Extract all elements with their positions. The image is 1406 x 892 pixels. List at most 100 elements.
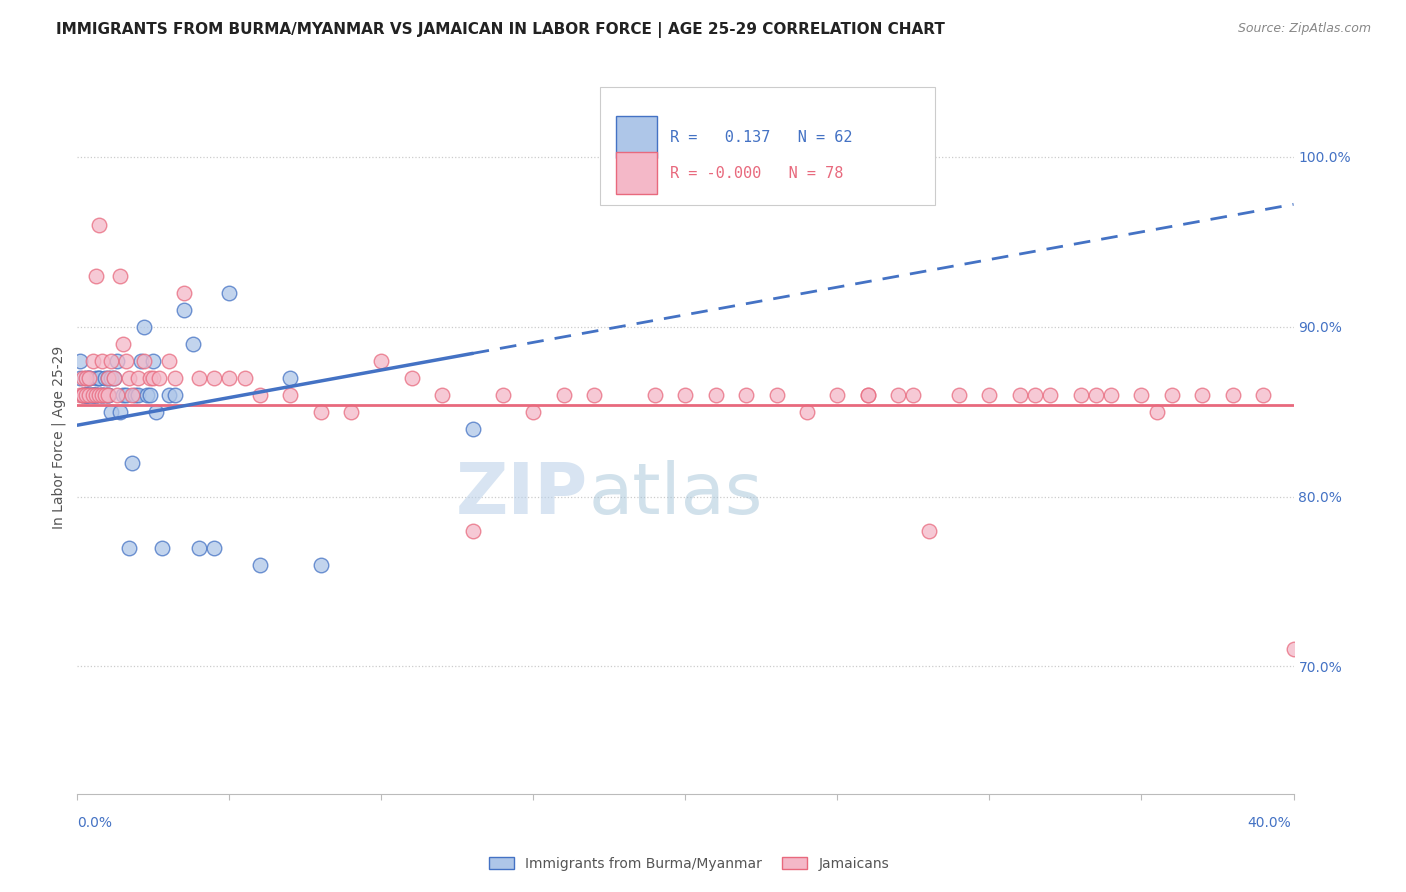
- Text: IMMIGRANTS FROM BURMA/MYANMAR VS JAMAICAN IN LABOR FORCE | AGE 25-29 CORRELATION: IMMIGRANTS FROM BURMA/MYANMAR VS JAMAICA…: [56, 22, 945, 38]
- Point: [79, 387, 101, 401]
- Point: [583, 387, 606, 401]
- Point: [202, 370, 225, 384]
- Point: [69, 387, 91, 401]
- Point: [918, 524, 941, 538]
- Point: [278, 370, 301, 384]
- Point: [856, 387, 879, 401]
- Point: [1099, 387, 1122, 401]
- Point: [134, 319, 156, 334]
- Point: [134, 353, 156, 368]
- Point: [218, 370, 240, 384]
- Point: [84, 268, 107, 283]
- Point: [157, 387, 180, 401]
- Point: [97, 370, 120, 384]
- Point: [157, 353, 180, 368]
- Point: [79, 370, 101, 384]
- Point: [108, 404, 131, 418]
- Point: [461, 421, 484, 435]
- Point: [1024, 387, 1046, 401]
- Point: [79, 387, 101, 401]
- Point: [644, 387, 666, 401]
- Point: [75, 387, 97, 401]
- Point: [1039, 387, 1062, 401]
- Point: [1222, 387, 1244, 401]
- Point: [87, 387, 110, 401]
- Point: [87, 387, 110, 401]
- Point: [84, 387, 107, 401]
- Point: [100, 370, 122, 384]
- Point: [432, 387, 454, 401]
- Point: [79, 387, 101, 401]
- Point: [87, 370, 110, 384]
- Point: [309, 558, 332, 572]
- Point: [105, 387, 128, 401]
- Point: [97, 370, 120, 384]
- Point: [1251, 387, 1274, 401]
- Point: [103, 370, 125, 384]
- Point: [1282, 642, 1305, 657]
- Point: [79, 370, 101, 384]
- Text: ZIP: ZIP: [456, 459, 588, 529]
- Point: [340, 404, 363, 418]
- Point: [1161, 387, 1184, 401]
- Point: [90, 387, 112, 401]
- Point: [75, 370, 97, 384]
- Point: [181, 336, 204, 351]
- Point: [72, 387, 94, 401]
- Point: [82, 387, 104, 401]
- Point: [87, 218, 110, 232]
- Point: [124, 387, 146, 401]
- Point: [121, 456, 143, 470]
- Point: [97, 387, 120, 401]
- Point: [796, 404, 818, 418]
- Point: [249, 558, 271, 572]
- Point: [129, 353, 152, 368]
- Point: [84, 387, 107, 401]
- Point: [87, 370, 110, 384]
- Point: [309, 404, 332, 418]
- FancyBboxPatch shape: [600, 87, 935, 205]
- Point: [82, 387, 104, 401]
- Point: [93, 387, 115, 401]
- Point: [735, 387, 758, 401]
- Point: [82, 387, 104, 401]
- Point: [1008, 387, 1031, 401]
- Point: [522, 404, 544, 418]
- Point: [118, 370, 141, 384]
- Point: [948, 387, 970, 401]
- Point: [461, 524, 484, 538]
- Point: [163, 370, 186, 384]
- Legend: Immigrants from Burma/Myanmar, Jamaicans: Immigrants from Burma/Myanmar, Jamaicans: [484, 851, 894, 876]
- Point: [118, 541, 141, 555]
- Point: [75, 387, 97, 401]
- Point: [553, 387, 575, 401]
- Point: [1084, 387, 1107, 401]
- Point: [103, 370, 125, 384]
- Text: R = -0.000   N = 78: R = -0.000 N = 78: [669, 166, 844, 180]
- Point: [69, 353, 91, 368]
- Point: [111, 336, 134, 351]
- Point: [72, 370, 94, 384]
- Point: [370, 353, 392, 368]
- Point: [827, 387, 849, 401]
- Point: [163, 387, 186, 401]
- Text: Source: ZipAtlas.com: Source: ZipAtlas.com: [1237, 22, 1371, 36]
- Point: [90, 353, 112, 368]
- Text: R =   0.137   N = 62: R = 0.137 N = 62: [669, 130, 852, 145]
- Point: [188, 541, 211, 555]
- Point: [75, 387, 97, 401]
- Text: 0.0%: 0.0%: [77, 816, 112, 830]
- Point: [75, 387, 97, 401]
- Point: [72, 387, 94, 401]
- Point: [90, 387, 112, 401]
- Point: [856, 387, 879, 401]
- Point: [97, 387, 120, 401]
- Point: [111, 387, 134, 401]
- Point: [127, 370, 149, 384]
- Point: [903, 387, 925, 401]
- Point: [188, 370, 211, 384]
- Point: [79, 370, 101, 384]
- Point: [675, 387, 697, 401]
- Point: [79, 387, 101, 401]
- FancyBboxPatch shape: [616, 116, 658, 159]
